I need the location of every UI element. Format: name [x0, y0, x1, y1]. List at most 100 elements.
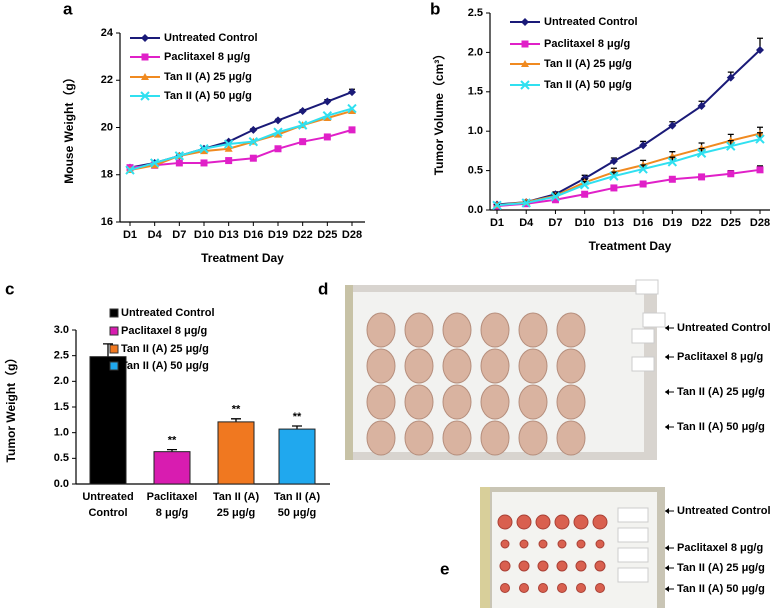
- marker: [609, 157, 618, 166]
- legend-label: Untreated Control: [164, 32, 258, 44]
- marker: [755, 134, 765, 144]
- photo-label: Untreated Control: [677, 505, 771, 517]
- x-tick-label: D28: [342, 229, 362, 241]
- legend-marker: [141, 34, 149, 42]
- tumor: [595, 583, 605, 593]
- x-tick-label: Tan II (A): [213, 491, 260, 503]
- legend-swatch: [109, 326, 119, 336]
- photo-label: Paclitaxel 8 μg/g: [677, 351, 763, 363]
- legend-marker: [141, 53, 149, 61]
- marker: [727, 170, 735, 178]
- arrow-head: [665, 424, 669, 430]
- panel-label: d: [318, 279, 328, 298]
- legend-label: Untreated Control: [544, 16, 638, 28]
- significance: **: [293, 411, 302, 423]
- tumor: [573, 514, 589, 530]
- tag: [617, 567, 649, 583]
- tumor: [535, 514, 551, 530]
- arrow-head: [665, 545, 669, 551]
- tumor: [556, 560, 568, 572]
- marker: [274, 116, 282, 125]
- series-line: [129, 91, 353, 169]
- y-tick-label: 16: [101, 216, 113, 228]
- photo-label: Tan II (A) 25 μg/g: [677, 386, 765, 398]
- photo-label: Tan II (A) 50 μg/g: [677, 421, 765, 433]
- tumor: [595, 539, 605, 549]
- x-tick-label: D19: [662, 217, 682, 229]
- marker: [299, 138, 307, 146]
- mouse: [366, 420, 396, 456]
- mouse: [366, 384, 396, 420]
- tumor: [594, 560, 606, 572]
- y-tick-label: 1.0: [468, 125, 483, 137]
- y-tick-label: 24: [101, 27, 114, 39]
- marker: [175, 159, 183, 167]
- legend-label: Tan II (A) 50 μg/g: [121, 360, 209, 372]
- marker: [174, 151, 185, 161]
- y-tick-label: 0.0: [468, 204, 483, 216]
- tumor: [537, 560, 549, 572]
- y-tick-label: 0.0: [54, 478, 69, 490]
- marker: [756, 46, 764, 55]
- tumor: [519, 539, 529, 549]
- x-tick-label: D13: [604, 217, 624, 229]
- x-tick-label: D25: [721, 217, 741, 229]
- marker: [199, 144, 209, 154]
- marker: [323, 114, 332, 122]
- bar: [217, 421, 255, 485]
- mouse: [442, 348, 472, 384]
- series-line: [496, 168, 761, 208]
- arrow-head: [665, 508, 669, 514]
- marker: [726, 141, 736, 151]
- x-tick-label: D22: [293, 229, 313, 241]
- mouse: [518, 420, 548, 456]
- y-tick-label: 2.0: [54, 375, 69, 387]
- x-axis-label: Treatment Day: [589, 239, 672, 253]
- tumor: [576, 539, 586, 549]
- y-tick-label: 0.5: [468, 165, 483, 177]
- y-tick-label: 3.0: [54, 324, 69, 336]
- mouse: [366, 348, 396, 384]
- marker: [756, 166, 764, 174]
- ruler: [345, 285, 353, 460]
- x-tick-label: Paclitaxel: [147, 491, 198, 503]
- x-tick-label: D7: [172, 229, 186, 241]
- legend-swatch: [109, 344, 119, 354]
- tumor: [575, 560, 587, 572]
- mouse: [480, 348, 510, 384]
- legend-label: Paclitaxel 8 μg/g: [164, 51, 250, 63]
- y-tick-label: 18: [101, 169, 113, 181]
- marker: [609, 171, 619, 181]
- marker: [698, 173, 706, 181]
- marker: [667, 157, 678, 167]
- y-tick-label: 1.5: [468, 86, 483, 98]
- mouse: [556, 312, 586, 348]
- x-tick-label: Untreated: [82, 491, 133, 503]
- tag: [631, 356, 655, 372]
- marker: [249, 125, 258, 134]
- x-tick-label: D7: [548, 217, 562, 229]
- bar: [153, 451, 191, 485]
- marker: [492, 200, 502, 210]
- legend-label: Paclitaxel 8 μg/g: [544, 38, 630, 50]
- marker: [225, 157, 233, 165]
- legend-swatch: [109, 361, 119, 371]
- marker: [348, 126, 356, 134]
- series-line: [496, 49, 761, 206]
- legend-swatch: [109, 308, 119, 318]
- mouse: [518, 348, 548, 384]
- tumor: [592, 514, 608, 530]
- mouse: [556, 420, 586, 456]
- tumor: [557, 539, 567, 549]
- tag: [635, 279, 659, 295]
- y-axis-label: Tumor Volume（cm³）: [431, 48, 446, 176]
- y-axis-label: Tumor Weight（g）: [3, 352, 18, 463]
- mouse: [480, 312, 510, 348]
- marker: [200, 147, 208, 155]
- y-tick-label: 1.0: [54, 427, 69, 439]
- arrow-head: [665, 586, 669, 592]
- arrow-head: [665, 354, 669, 360]
- mouse: [404, 420, 434, 456]
- error-bar: [103, 343, 113, 357]
